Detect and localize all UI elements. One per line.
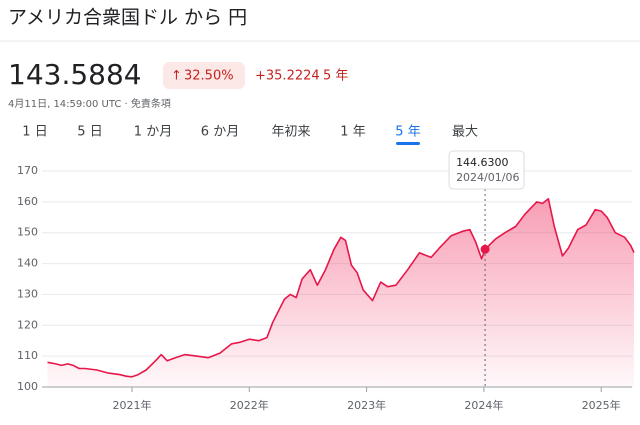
change-absolute: +35.2224: [255, 69, 320, 84]
x-tick-label: 2023年: [347, 398, 386, 412]
y-tick-label: 150: [17, 226, 38, 239]
range-tab[interactable]: 6 か月: [201, 125, 239, 140]
range-tab[interactable]: 5 日: [77, 125, 102, 140]
x-tick-label: 2024年: [464, 398, 503, 412]
x-tick-label: 2025年: [582, 398, 621, 412]
timestamp[interactable]: 4月11日, 14:59:00 UTC · 免責条項: [8, 97, 171, 110]
range-tab[interactable]: 1 日: [22, 125, 47, 140]
up-arrow: ↑: [171, 69, 182, 84]
change-period: 5 年: [323, 69, 348, 84]
range-tab[interactable]: 1 か月: [134, 125, 172, 140]
y-tick-label: 140: [17, 257, 38, 270]
price-line: [47, 198, 635, 378]
price: 143.5884: [8, 58, 142, 91]
change-badge: [163, 62, 245, 89]
y-tick-label: 120: [17, 318, 38, 331]
area-fill: [47, 198, 634, 387]
x-tick-label: 2022年: [230, 398, 269, 412]
range-tab[interactable]: 年初来: [271, 125, 310, 140]
y-tick-label: 110: [17, 349, 38, 362]
x-tick-label: 2021年: [113, 398, 152, 412]
change-percent: 32.50%: [184, 69, 234, 84]
range-tab[interactable]: 5 年: [395, 125, 420, 140]
range-tab[interactable]: 最大: [452, 125, 478, 140]
tooltip-value: 144.6300: [456, 156, 509, 169]
y-tick-label: 100: [17, 380, 38, 393]
tooltip-point: [480, 244, 490, 254]
y-tick-label: 160: [17, 195, 38, 208]
range-tabs: 1 日 5 日 1 か月 6 か月 年初来 1 年 5 年 最大: [22, 125, 478, 145]
page-title: アメリカ合衆国ドル から 円: [8, 7, 247, 29]
active-tab-underline: [396, 142, 420, 145]
tooltip-box: [448, 150, 525, 190]
chart: 100 110 120 130 140 150 160 170 2021年 2022年 2023年 2…: [17, 150, 635, 412]
tooltip-date: 2024/01/06: [456, 171, 519, 184]
y-tick-label: 130: [17, 287, 38, 300]
range-tab[interactable]: 1 年: [340, 125, 365, 140]
y-tick-label: 170: [17, 164, 38, 177]
